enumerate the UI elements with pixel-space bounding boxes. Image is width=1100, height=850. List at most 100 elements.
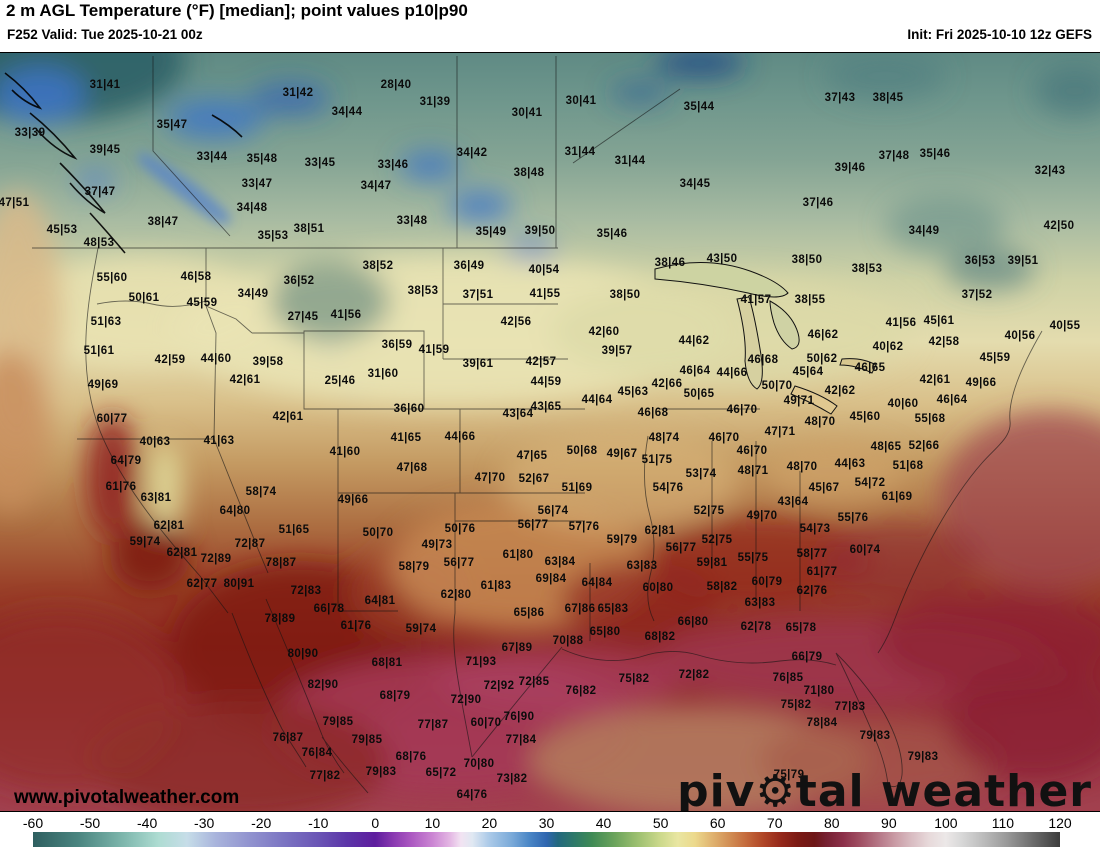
point-value: 68|81 — [371, 657, 403, 669]
point-value: 44|66 — [716, 367, 748, 379]
point-value: 64|76 — [456, 789, 488, 801]
point-value: 28|40 — [380, 79, 412, 91]
point-value: 63|83 — [744, 597, 776, 609]
point-value: 75|79 — [773, 769, 805, 781]
colorbar-tick: -10 — [308, 815, 329, 831]
point-value: 50|61 — [128, 292, 160, 304]
point-value: 77|83 — [834, 701, 866, 713]
point-value: 41|59 — [418, 344, 450, 356]
point-value: 44|62 — [678, 335, 710, 347]
colorbar-tick: 50 — [652, 815, 669, 831]
point-value: 51|69 — [561, 482, 593, 494]
point-value: 42|56 — [500, 316, 532, 328]
colorbar-tick: -30 — [194, 815, 215, 831]
vancouver-island-cold-spot — [138, 151, 231, 225]
point-value: 45|53 — [46, 224, 78, 236]
point-value: 67|86 — [564, 603, 596, 615]
point-value: 38|47 — [147, 216, 179, 228]
point-value: 46|62 — [807, 329, 839, 341]
point-value: 49|73 — [421, 539, 453, 551]
point-value: 54|76 — [652, 482, 684, 494]
point-value: 31|44 — [564, 146, 596, 158]
point-value: 51|61 — [83, 345, 115, 357]
colorbar-tick: 120 — [1048, 815, 1072, 831]
point-value: 40|56 — [1004, 330, 1036, 342]
point-value: 38|53 — [851, 263, 883, 275]
watermark-url: www.pivotalweather.com — [14, 787, 240, 808]
point-value: 78|84 — [806, 717, 838, 729]
point-value: 31|60 — [367, 368, 399, 380]
point-value: 50|76 — [444, 523, 476, 535]
point-value: 76|85 — [772, 672, 804, 684]
point-value: 58|82 — [706, 581, 738, 593]
point-value: 38|51 — [293, 223, 325, 235]
point-value: 65|72 — [425, 767, 457, 779]
point-value: 47|71 — [764, 426, 796, 438]
colorbar-tick: 90 — [881, 815, 897, 831]
point-value: 62|80 — [440, 589, 472, 601]
point-value: 55|68 — [914, 413, 946, 425]
colorbar-tick: -20 — [251, 815, 272, 831]
point-value: 60|74 — [849, 544, 881, 556]
point-value: 55|60 — [96, 272, 128, 284]
colorbar-tick: 60 — [709, 815, 726, 831]
point-value: 79|85 — [351, 734, 383, 746]
point-value: 34|49 — [237, 288, 269, 300]
point-value: 48|53 — [83, 237, 115, 249]
point-value: 36|59 — [381, 339, 413, 351]
point-value: 60|80 — [642, 582, 674, 594]
point-value: 56|77 — [665, 542, 697, 554]
point-value: 46|68 — [747, 354, 779, 366]
point-value: 66|79 — [791, 651, 823, 663]
point-value: 36|49 — [453, 260, 485, 272]
point-value: 49|70 — [746, 510, 778, 522]
point-value: 34|42 — [456, 147, 488, 159]
colorbar-gradient — [33, 832, 1060, 847]
point-value: 79|83 — [859, 730, 891, 742]
point-value: 27|45 — [287, 311, 319, 323]
point-value: 69|84 — [535, 573, 567, 585]
point-value: 37|52 — [961, 289, 993, 301]
point-value: 72|82 — [678, 669, 710, 681]
point-value: 44|66 — [444, 431, 476, 443]
point-value: 61|80 — [502, 549, 534, 561]
colorbar-tick: 30 — [538, 815, 555, 831]
point-value: 39|51 — [1007, 255, 1039, 267]
point-value: 45|60 — [849, 411, 881, 423]
point-value: 78|89 — [264, 613, 296, 625]
point-value: 52|66 — [908, 440, 940, 452]
point-value: 32|43 — [1034, 165, 1066, 177]
point-value: 72|87 — [234, 538, 266, 550]
point-value: 40|62 — [872, 341, 904, 353]
point-value: 46|70 — [726, 404, 758, 416]
point-value: 40|60 — [887, 398, 919, 410]
point-value: 50|65 — [683, 388, 715, 400]
colorbar-tick: -50 — [79, 815, 101, 831]
point-labels-layer: 31|41 35|47 33|39 39|45 33|44 35|48 33|47 37|47… — [0, 53, 1100, 811]
point-value: 44|64 — [581, 394, 613, 406]
point-value: 45|59 — [186, 297, 218, 309]
point-value: 46|65 — [854, 362, 886, 374]
point-value: 59|81 — [696, 557, 728, 569]
point-value: 41|60 — [329, 446, 361, 458]
point-value: 55|76 — [837, 512, 869, 524]
point-value: 58|74 — [245, 486, 277, 498]
point-value: 42|62 — [824, 385, 856, 397]
point-value: 76|84 — [301, 747, 333, 759]
point-value: 44|63 — [834, 458, 866, 470]
point-value: 60|70 — [470, 717, 502, 729]
point-value: 31|41 — [89, 79, 121, 91]
point-value: 77|87 — [417, 719, 449, 731]
point-value: 31|42 — [282, 87, 314, 99]
point-value: 46|64 — [679, 365, 711, 377]
point-value: 35|48 — [246, 153, 278, 165]
point-value: 68|76 — [395, 751, 427, 763]
point-value: 50|68 — [566, 445, 598, 457]
point-value: 35|46 — [596, 228, 628, 240]
point-value: 47|51 — [0, 197, 30, 209]
point-value: 65|83 — [597, 603, 629, 615]
point-value: 42|66 — [651, 378, 683, 390]
point-value: 35|44 — [683, 101, 715, 113]
point-value: 71|80 — [803, 685, 835, 697]
point-value: 48|70 — [786, 461, 818, 473]
